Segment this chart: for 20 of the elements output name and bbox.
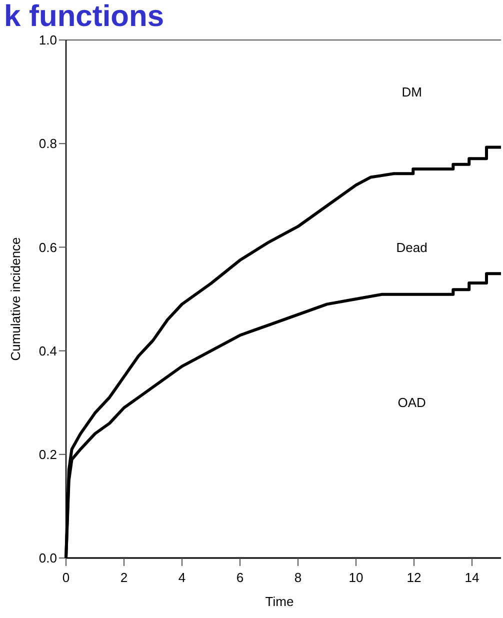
x-tick-label: 0 <box>62 570 70 585</box>
annotation: OAD <box>398 395 426 410</box>
x-tick-label: 12 <box>406 570 422 585</box>
x-tick-label: 6 <box>236 570 244 585</box>
y-tick-label: 1.0 <box>38 32 57 48</box>
chart-title: k functions <box>4 0 164 33</box>
y-tick-label: 0.8 <box>38 136 57 152</box>
annotation: Dead <box>396 240 428 255</box>
x-tick-label: 8 <box>294 570 302 585</box>
y-tick-label: 0.0 <box>38 550 57 566</box>
x-tick-label: 4 <box>178 570 186 585</box>
x-tick-label: 14 <box>464 570 480 585</box>
y-tick-label: 0.6 <box>38 240 57 255</box>
y-tick-label: 0.4 <box>38 343 57 358</box>
x-tick-label: 2 <box>120 570 128 585</box>
y-axis-title: Cumulative incidence <box>8 237 23 361</box>
x-tick-label: 10 <box>348 570 364 585</box>
annotation: DM <box>402 84 422 100</box>
x-axis-title: Time <box>265 594 294 609</box>
y-tick-label: 0.2 <box>38 446 57 462</box>
